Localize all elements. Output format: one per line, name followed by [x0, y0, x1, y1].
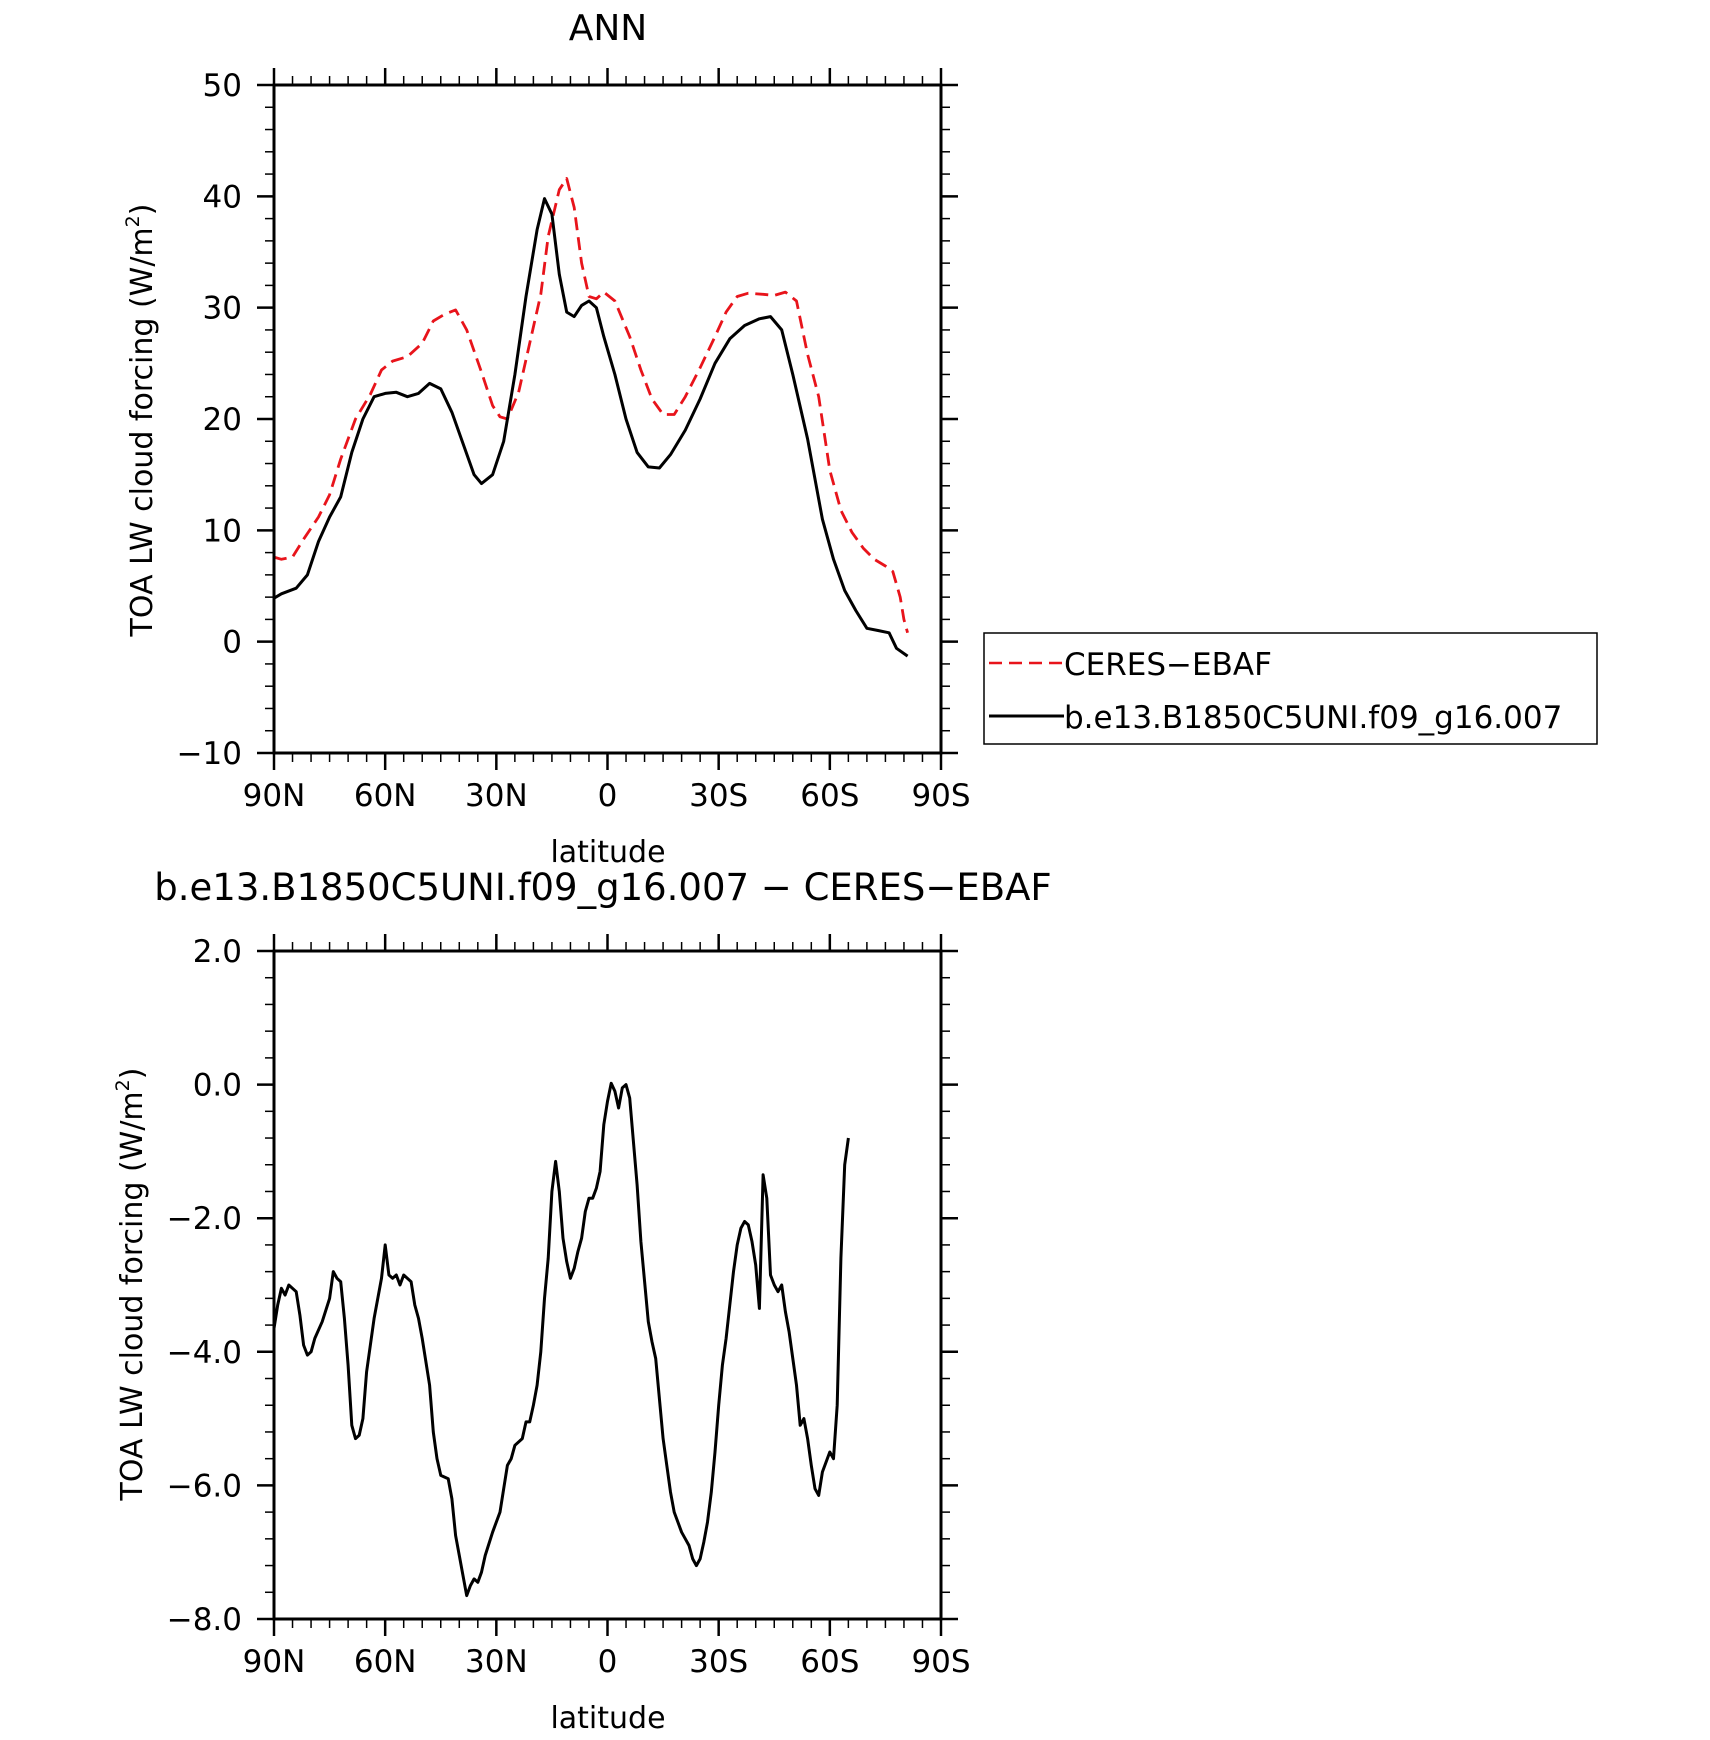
- top-panel-ticks: 90N 60N 30N 0 30S 60S 90S −10 0 10 20 30 40 50: [177, 68, 971, 814]
- x-tick-label: 90N: [243, 778, 306, 814]
- bottom-panel-plot-lines: [272, 1081, 850, 1598]
- y-tick-label: 30: [203, 291, 242, 327]
- y-tick-label: 2.0: [193, 934, 242, 970]
- x-tick-label: 60N: [354, 1644, 417, 1680]
- x-tick-label: 90S: [911, 778, 970, 814]
- top-panel-frame: [272, 83, 943, 755]
- x-tick-label: 30S: [689, 778, 748, 814]
- top-panel-plot-lines: [273, 177, 909, 658]
- bottom-panel: b.e13.B1850C5UNI.f09_g16.007 − CERES−EBA…: [112, 866, 1052, 1736]
- x-tick-label: 60N: [354, 778, 417, 814]
- top-panel-x-axis-label: latitude: [550, 835, 665, 870]
- y-tick-label: 50: [203, 68, 242, 104]
- y-tick-label: 0.0: [193, 1068, 242, 1104]
- top-panel-y-axis-label: TOA LW cloud forcing (W/m2): [122, 204, 160, 638]
- x-tick-label: 90N: [243, 1644, 306, 1680]
- x-tick-label: 0: [598, 1644, 618, 1680]
- x-tick-label: 30N: [465, 1644, 528, 1680]
- y-tick-label: −2.0: [167, 1201, 242, 1237]
- legend-label-model: b.e13.B1850C5UNI.f09_g16.007: [1064, 700, 1562, 736]
- legend-label-ceres: CERES−EBAF: [1064, 647, 1272, 683]
- x-tick-label: 0: [598, 778, 618, 814]
- y-tick-label: −8.0: [167, 1602, 242, 1638]
- top-panel: ANN 90N 60N 30N 0 30S 60S 90S −10 0 10 20 30 40 50 la…: [122, 8, 1598, 870]
- y-tick-label: −10: [177, 736, 242, 772]
- bottom-panel-x-axis-label: latitude: [550, 1701, 665, 1736]
- x-tick-label: 60S: [800, 1644, 859, 1680]
- y-tick-label: −6.0: [167, 1468, 242, 1504]
- top-panel-title: ANN: [569, 8, 648, 49]
- x-tick-label: 30S: [689, 1644, 748, 1680]
- y-tick-label: 20: [203, 402, 242, 438]
- y-tick-label: 0: [222, 625, 242, 661]
- bottom-panel-title: b.e13.B1850C5UNI.f09_g16.007 − CERES−EBA…: [154, 866, 1051, 909]
- x-tick-label: 30N: [465, 778, 528, 814]
- y-tick-label: −4.0: [167, 1335, 242, 1371]
- y-tick-label: 40: [203, 179, 242, 215]
- legend: CERES−EBAF b.e13.B1850C5UNI.f09_g16.007: [983, 632, 1598, 745]
- x-tick-label: 60S: [800, 778, 859, 814]
- model-series-line: [273, 197, 909, 658]
- model-series-line: [272, 1081, 850, 1598]
- bottom-panel-ticks: 90N 60N 30N 0 30S 60S 90S −8.0 −6.0 −4.0 −2.0 0.0 2.…: [167, 934, 971, 1680]
- ceres-ebaf-series-line: [273, 177, 909, 634]
- legend-box: [983, 632, 1598, 745]
- x-tick-label: 90S: [911, 1644, 970, 1680]
- y-tick-label: 10: [203, 513, 242, 549]
- bottom-panel-y-axis-label: TOA LW cloud forcing (W/m2): [112, 1068, 150, 1502]
